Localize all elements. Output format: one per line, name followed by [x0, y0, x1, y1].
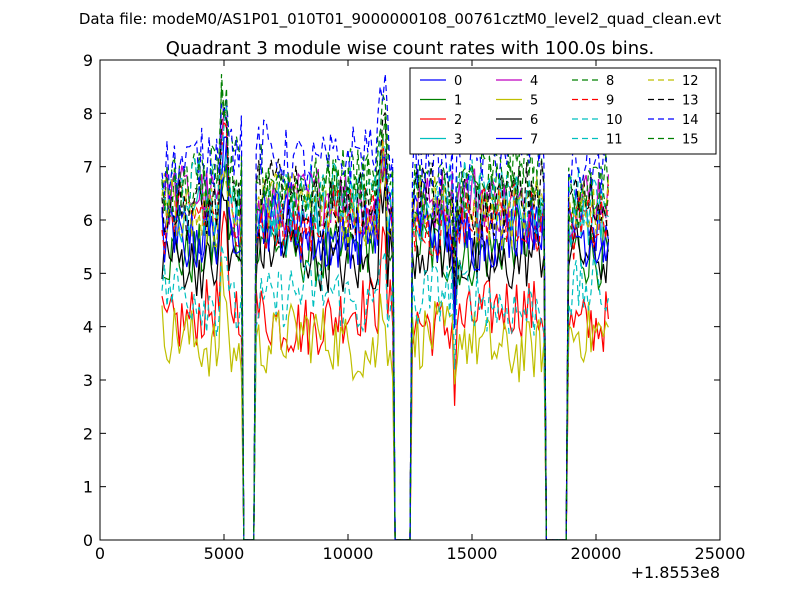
- x-tick-label: 25000: [695, 544, 746, 563]
- series-line-15: [161, 88, 609, 540]
- x-tick-label: 0: [95, 544, 105, 563]
- legend-label-14: 14: [682, 113, 699, 128]
- legend-label-0: 0: [454, 74, 462, 89]
- legend-label-12: 12: [682, 74, 699, 89]
- x-tick-label: 5000: [204, 544, 245, 563]
- figure-suptitle: Data file: modeM0/AS1P01_010T01_90000001…: [79, 10, 721, 29]
- legend-label-2: 2: [454, 113, 462, 128]
- y-tick-label: 0: [83, 531, 93, 550]
- y-tick-label: 4: [83, 318, 93, 337]
- legend-label-6: 6: [530, 113, 538, 128]
- x-tick-label: 10000: [323, 544, 374, 563]
- series-line-9: [161, 120, 609, 540]
- legend-label-11: 11: [606, 133, 623, 148]
- x-tick-label: 20000: [571, 544, 622, 563]
- series-line-2: [161, 210, 609, 540]
- plot-frame: [99, 59, 721, 541]
- legend-label-13: 13: [682, 94, 699, 109]
- series-line-5: [161, 257, 609, 540]
- y-tick-label: 8: [83, 104, 93, 123]
- y-tick-label: 7: [83, 158, 93, 177]
- legend-label-3: 3: [454, 133, 462, 148]
- y-tick-label: 9: [83, 51, 93, 70]
- legend-label-4: 4: [530, 74, 538, 89]
- y-tick-label: 1: [83, 478, 93, 497]
- series-line-11: [161, 244, 609, 540]
- legend-label-1: 1: [454, 94, 462, 109]
- y-tick-label: 2: [83, 424, 93, 443]
- chart-title: Quadrant 3 module wise count rates with …: [166, 38, 655, 59]
- series-line-7: [161, 136, 609, 540]
- legend-label-8: 8: [606, 74, 614, 89]
- y-tick-label: 6: [83, 211, 93, 230]
- series-line-13: [161, 106, 609, 540]
- legend-box: [409, 67, 717, 155]
- legend-label-7: 7: [530, 133, 538, 148]
- x-tick-label: 15000: [447, 544, 498, 563]
- y-tick-label: 5: [83, 264, 93, 283]
- y-tick-label: 3: [83, 371, 93, 390]
- series-line-10: [161, 104, 609, 540]
- x-offset-label: +1.8553e8: [631, 563, 720, 582]
- legend-label-5: 5: [530, 94, 538, 109]
- legend-label-10: 10: [606, 113, 623, 128]
- legend-label-9: 9: [606, 94, 614, 109]
- legend-label-15: 15: [682, 133, 699, 148]
